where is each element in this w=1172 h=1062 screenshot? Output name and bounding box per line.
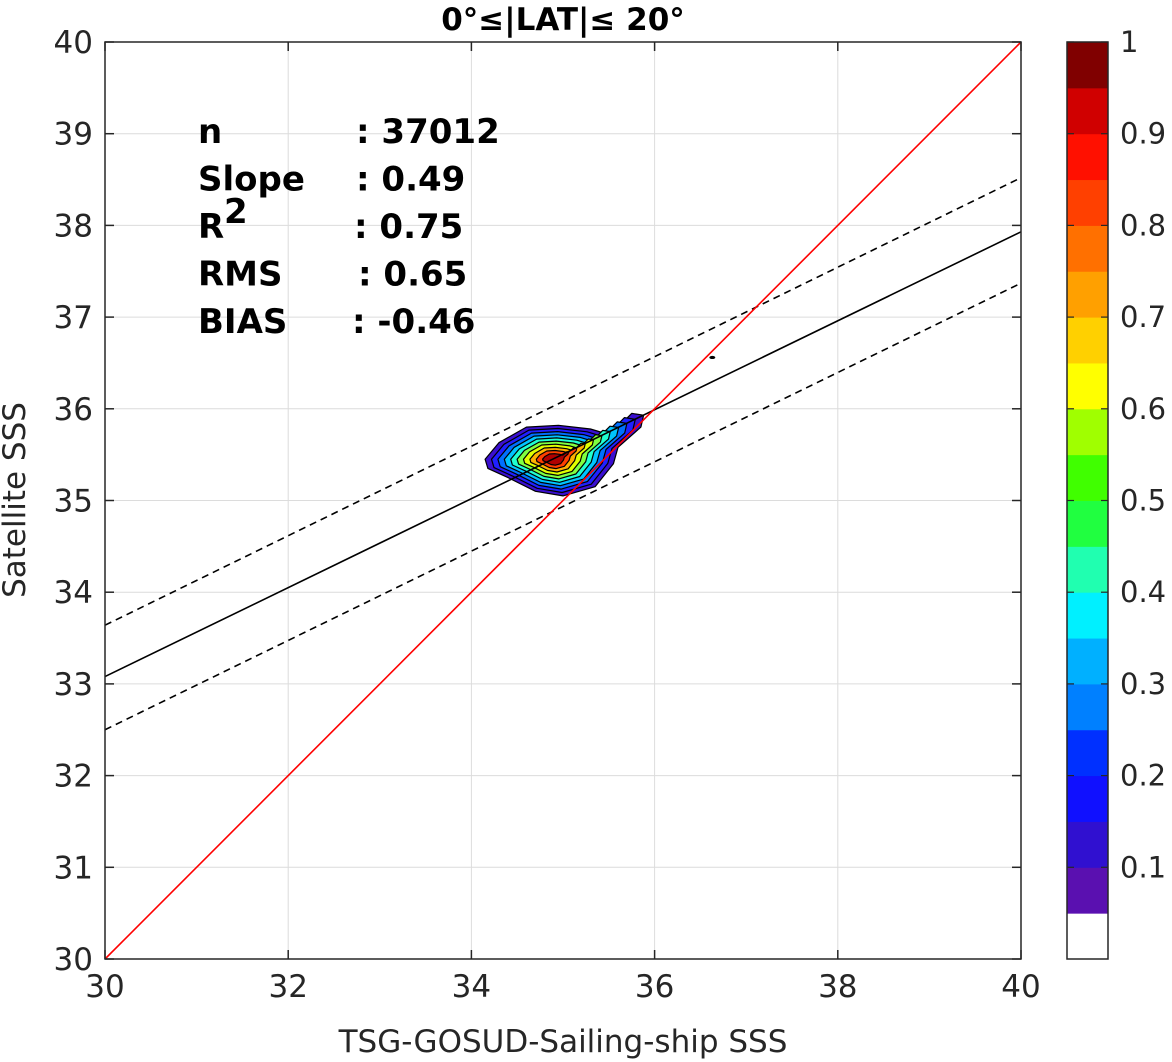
colorbar-band (1067, 500, 1108, 547)
colorbar-tick-label: 0.6 (1120, 392, 1166, 426)
y-tick-label: 37 (54, 300, 93, 336)
regression-fit-line (104, 231, 1022, 678)
colorbar-band (1067, 408, 1108, 456)
stat-label: Slope (198, 160, 305, 200)
colorbar-band (1067, 42, 1108, 89)
colorbar-band (1067, 821, 1108, 868)
colorbar-tick-label: 1 (1120, 25, 1138, 59)
colorbar-tick-label: 0.7 (1120, 300, 1166, 334)
x-tick-label: 38 (818, 969, 857, 1005)
colorbar-band (1067, 225, 1108, 272)
y-tick-label: 33 (54, 667, 93, 703)
colorbar-band (1067, 592, 1108, 639)
colorbar-band (1067, 867, 1108, 914)
colorbar-band (1067, 775, 1108, 822)
fit-lower-bound-line (104, 282, 1022, 731)
stat-label: n (198, 112, 222, 152)
colorbar-band (1067, 913, 1108, 960)
stat-label: R (198, 207, 224, 247)
axis-ticks: 30 32 34 36 38 40 30 31 32 33 34 35 36 37 38 39 40 (54, 25, 1041, 1005)
stat-superscript: 2 (224, 192, 248, 232)
colorbar-tick-label: 0.2 (1120, 759, 1166, 793)
colorbar-band (1067, 87, 1108, 135)
colorbar-band (1067, 179, 1108, 226)
colorbar-band (1067, 317, 1108, 364)
x-tick-label: 30 (85, 969, 124, 1005)
colorbar-tick-label: 0.4 (1120, 575, 1166, 609)
colorbar-tick-label: 0.3 (1120, 667, 1166, 701)
stat-value: : 0.65 (358, 255, 467, 295)
colorbar-band (1067, 454, 1108, 501)
x-tick-label: 34 (452, 969, 491, 1005)
x-tick-label: 40 (1001, 969, 1040, 1005)
colorbar-band (1067, 729, 1108, 777)
x-tick-label: 36 (635, 969, 674, 1005)
colorbar-band (1067, 133, 1108, 181)
stat-label: RMS (198, 255, 283, 295)
colorbar-tick-label: 0.9 (1120, 117, 1166, 151)
colorbar-band (1067, 271, 1108, 318)
x-axis-label: TSG-GOSUD-Sailing-ship SSS (338, 1024, 788, 1060)
colorbar-band (1067, 362, 1108, 410)
chart-title: 0°≤|LAT|≤ 20° (441, 2, 685, 38)
y-tick-label: 39 (54, 117, 93, 153)
colorbar-tick-label: 0.8 (1120, 208, 1166, 242)
y-tick-label: 34 (54, 575, 93, 611)
y-tick-label: 35 (54, 484, 93, 520)
colorbar-tick-label: 0.1 (1120, 850, 1166, 884)
regression-lines (104, 41, 1022, 960)
identity-line (104, 41, 1022, 960)
y-tick-label: 38 (54, 208, 93, 244)
colorbar-band (1067, 683, 1108, 731)
x-tick-label: 32 (268, 969, 307, 1005)
colorbar-band (1067, 546, 1108, 593)
y-tick-label: 32 (54, 759, 93, 795)
y-tick-label: 36 (54, 392, 93, 428)
y-tick-label: 40 (54, 25, 93, 61)
statistics-box: n : 37012 Slope : 0.49 R 2 : 0.75 RMS : 0.65 BIAS… (198, 112, 500, 342)
stat-value: : 37012 (356, 112, 500, 152)
colorbar-band (1067, 638, 1108, 685)
colorbar-tick-label: 0.5 (1120, 484, 1166, 518)
y-axis-label: Satellite SSS (0, 402, 33, 598)
stat-value: : 0.75 (354, 207, 463, 247)
stat-label: BIAS (198, 302, 287, 342)
y-tick-label: 30 (54, 942, 93, 978)
colorbar: 0.1 0.2 0.3 0.4 0.5 0.6 0.7 0.8 0.9 1 (1066, 25, 1166, 960)
fit-upper-bound-line (104, 176, 1022, 626)
stat-value: : -0.46 (352, 302, 475, 342)
density-speck (709, 355, 716, 360)
stat-value: : 0.49 (356, 160, 465, 200)
y-tick-label: 31 (54, 850, 93, 886)
